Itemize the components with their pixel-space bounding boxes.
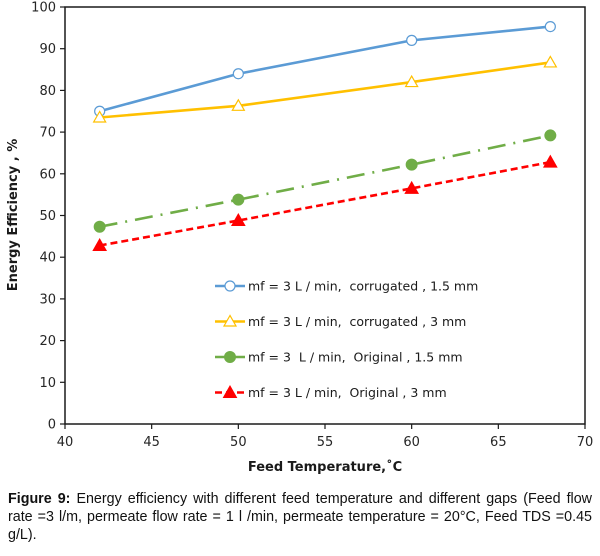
data-point [404, 74, 419, 88]
legend-label: mf = 3 L / min, corrugated , 3 mm [248, 314, 466, 329]
x-axis-title: Feed Temperature,˚C [248, 459, 402, 475]
data-point [543, 55, 558, 68]
legend-label: mf = 3 L / min, corrugated , 1.5 mm [248, 279, 478, 294]
series-1 [92, 55, 558, 123]
y-tick-label: 0 [48, 418, 56, 433]
y-tick-label: 40 [39, 251, 56, 266]
data-point [542, 154, 558, 168]
series-2 [93, 129, 557, 233]
data-point [230, 212, 246, 227]
x-tick-label: 55 [317, 435, 334, 450]
legend-item: mf = 3 L / min, corrugated , 1.5 mm [215, 279, 478, 294]
data-point [404, 180, 420, 194]
y-axis-title: Energy Efficiency , % [6, 139, 21, 291]
series-3 [92, 154, 558, 252]
legend-item: mf = 3 L / min, Original , 1.5 mm [215, 350, 463, 365]
legend-swatch-marker [222, 314, 238, 327]
figure-caption: Figure 9: Energy efficiency with differe… [8, 490, 592, 544]
data-point [92, 110, 107, 123]
data-point [406, 34, 418, 46]
series-line [99, 134, 551, 229]
series-line [99, 160, 551, 247]
y-tick-label: 90 [39, 42, 56, 57]
x-tick-label: 70 [577, 435, 594, 450]
y-tick-label: 70 [39, 126, 56, 141]
legend-item: mf = 3 L / min, Original , 3 mm [215, 384, 447, 400]
x-tick-label: 40 [57, 435, 74, 450]
line-chart: 0 10 20 30 40 50 60 70 80 90 100 40 45 50 55 60 65 70 mf… [6, 1, 594, 476]
y-tick-label: 10 [39, 376, 56, 391]
legend-label: mf = 3 L / min, Original , 3 mm [248, 385, 447, 400]
data-point [405, 158, 418, 171]
legend-swatch-marker [222, 384, 238, 398]
x-tick-label: 65 [490, 435, 507, 450]
series-line [99, 61, 551, 119]
data-point [544, 20, 556, 33]
data-point [93, 220, 106, 233]
data-point [231, 98, 246, 111]
y-tick-label: 30 [39, 292, 56, 307]
x-tick-label: 60 [403, 435, 420, 450]
y-axis: 0 10 20 30 40 50 60 70 80 90 100 [31, 1, 65, 433]
y-tick-label: 20 [39, 334, 56, 349]
legend-item: mf = 3 L / min, corrugated , 3 mm [215, 314, 466, 329]
data-point [232, 68, 244, 80]
data-point [92, 238, 108, 252]
legend-swatch-marker [224, 280, 236, 292]
data-point [544, 129, 557, 142]
y-tick-label: 80 [39, 84, 56, 99]
legend: mf = 3 L / min, corrugated , 1.5 mm mf = … [215, 279, 478, 400]
series-0 [94, 20, 556, 117]
legend-swatch-marker [224, 351, 236, 363]
y-tick-label: 50 [39, 209, 56, 224]
x-tick-label: 45 [143, 435, 160, 450]
y-tick-label: 100 [31, 1, 56, 16]
data-point [232, 193, 245, 206]
x-axis: 40 45 50 55 60 65 70 [57, 424, 594, 450]
figure-label: Figure 9: [8, 491, 71, 507]
legend-label: mf = 3 L / min, Original , 1.5 mm [248, 350, 463, 365]
series-line [99, 25, 551, 113]
figure-caption-text: Energy efficiency with different feed te… [8, 491, 593, 543]
y-tick-label: 60 [39, 167, 56, 182]
series-layer [92, 20, 558, 252]
x-tick-label: 50 [230, 435, 247, 450]
